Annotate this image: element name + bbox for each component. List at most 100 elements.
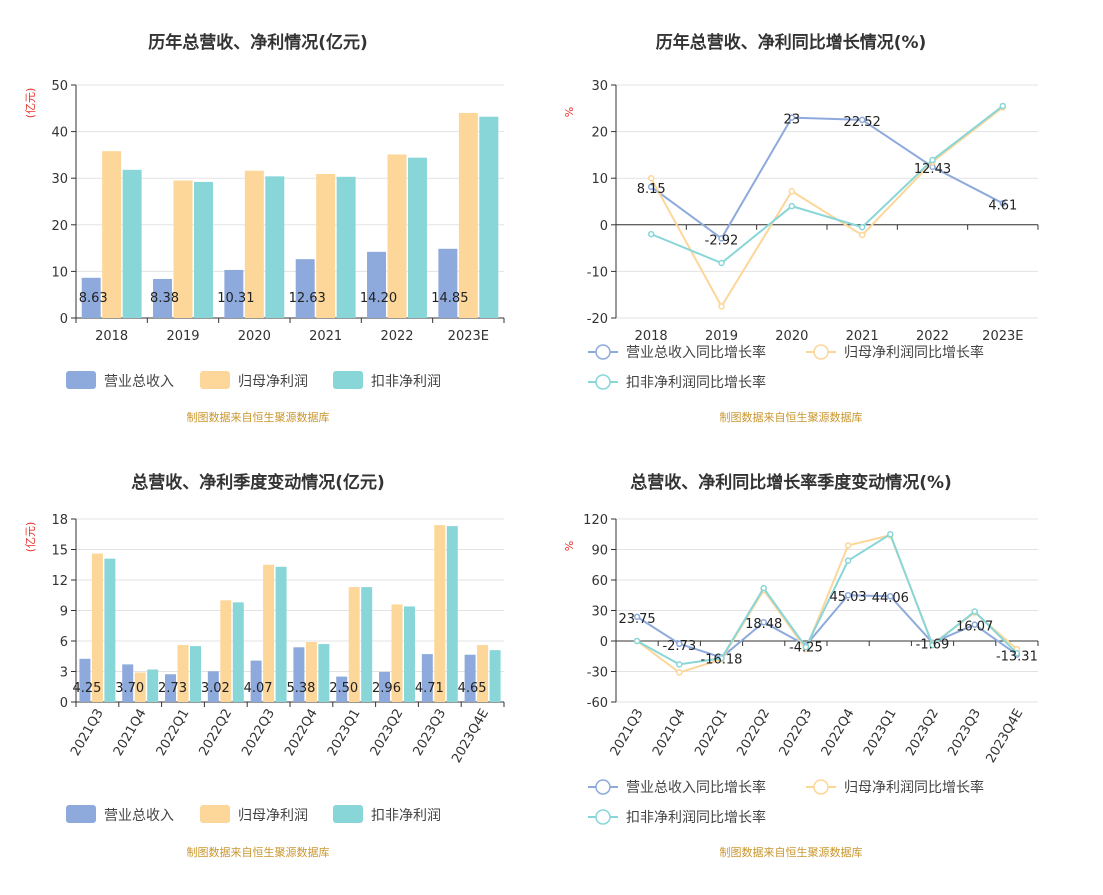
bar <box>293 647 305 702</box>
x-tick-label: 2021Q3 <box>68 707 107 759</box>
x-tick-label: 2023Q2 <box>368 707 407 759</box>
data-point <box>858 223 866 231</box>
y-tick-label: 90 <box>591 544 608 559</box>
x-tick-label: 2022Q3 <box>239 707 278 759</box>
bar <box>379 671 391 702</box>
x-tick-label: 2018 <box>95 329 128 344</box>
bar <box>348 587 360 702</box>
bar <box>153 278 173 318</box>
legend-marker <box>595 344 611 360</box>
data-point <box>760 618 767 626</box>
y-tick-label: 12 <box>51 574 68 589</box>
x-tick-label: 2019 <box>705 329 738 344</box>
data-label: 2.73 <box>158 681 187 696</box>
legend-label: 扣非净利润 <box>371 808 441 824</box>
bar <box>122 664 134 702</box>
legend-label: 归母净利润 <box>238 807 308 824</box>
y-tick-label: 6 <box>60 635 68 650</box>
chart-svg: 历年总营收、净利同比增长情况(%)% -20 -10 0 10 20 30 2018 2019 2… <box>563 32 1039 424</box>
quarterly-growth-panel: 总营收、净利同比增长率季度变动情况(%)% -60 -30 0 30 60 90 120 202… <box>548 440 1088 880</box>
bar <box>361 587 373 702</box>
bar <box>316 174 336 318</box>
data-label: 12.63 <box>289 291 326 306</box>
chart-title: 总营收、净利同比增长率季度变动情况(%) <box>630 472 952 493</box>
bar <box>81 277 101 318</box>
data-point <box>1013 649 1021 657</box>
data-point <box>844 557 852 564</box>
bar <box>79 658 91 702</box>
data-point <box>971 608 978 615</box>
legend-label: 扣非净利润同比增长率 <box>626 809 766 826</box>
x-tick-label: 2023Q1 <box>325 707 364 759</box>
chart-title: 历年总营收、净利同比增长情况(%) <box>656 32 927 53</box>
data-label: 3.70 <box>115 681 144 696</box>
data-point <box>788 202 796 210</box>
y-tick-label: 0 <box>60 696 68 711</box>
data-label: 14.20 <box>360 291 397 306</box>
annual-revenue-profit-panel: 历年总营收、净利情况(亿元) (亿元) 0 10 20 30 40 50 2018 2019 202… <box>0 0 540 440</box>
y-tick-label: 10 <box>591 172 608 187</box>
data-point <box>999 200 1007 207</box>
legend-label: 营业总收入同比增长率 <box>626 779 766 796</box>
legend-swatch <box>66 805 96 823</box>
bar <box>173 180 193 318</box>
data-label: 8.15 <box>637 182 666 197</box>
x-tick-label: 2023Q3 <box>410 707 449 759</box>
data-point <box>887 531 894 538</box>
data-point <box>647 183 655 191</box>
y-tick-label: 0 <box>600 635 608 650</box>
x-tick-label: 2020 <box>775 329 808 344</box>
bar <box>318 644 330 702</box>
x-tick-label: 2022Q4 <box>282 707 321 759</box>
bar <box>250 660 262 702</box>
bar <box>189 646 201 702</box>
data-point <box>718 235 725 242</box>
bar <box>265 176 285 318</box>
bar <box>403 606 415 702</box>
y-unit-label: (亿元) <box>24 88 37 119</box>
x-tick-label: 2022 <box>380 329 413 344</box>
data-label: -13.31 <box>996 650 1038 665</box>
bar <box>305 642 317 702</box>
data-label: 3.02 <box>201 681 230 696</box>
bar <box>165 674 177 702</box>
data-label: 4.61 <box>988 198 1017 213</box>
data-point <box>844 542 852 549</box>
y-tick-label: 20 <box>591 126 608 141</box>
y-tick-label: 0 <box>60 312 68 327</box>
data-point <box>676 669 683 676</box>
data-point <box>887 592 894 600</box>
y-tick-label: 0 <box>600 219 608 234</box>
legend-swatch <box>333 805 363 823</box>
x-tick-label: 2021Q3 <box>608 707 647 759</box>
data-point <box>718 259 725 267</box>
x-tick-label: 2022Q3 <box>777 707 816 759</box>
bar <box>220 600 232 702</box>
series-line <box>636 532 1018 666</box>
data-label: 4.71 <box>415 681 444 696</box>
x-tick-label: 2023E <box>982 329 1023 344</box>
bar <box>387 154 407 318</box>
data-label: -1.69 <box>916 638 950 653</box>
data-point <box>718 655 725 662</box>
data-label: 5.38 <box>286 681 315 696</box>
legend-marker <box>595 809 611 825</box>
data-point <box>760 584 767 592</box>
x-tick-label: 2021 <box>309 329 342 344</box>
y-tick-label: 30 <box>591 79 608 94</box>
data-label: 23 <box>784 113 801 128</box>
y-tick-label: 30 <box>51 172 68 187</box>
data-point <box>676 661 683 668</box>
x-tick-label: 2022 <box>916 329 949 344</box>
data-point <box>788 114 796 121</box>
bar <box>407 157 427 318</box>
bar <box>438 248 458 318</box>
bar <box>122 169 142 318</box>
data-label: 22.52 <box>844 115 881 130</box>
bar <box>207 671 219 702</box>
data-point <box>788 187 796 195</box>
data-point <box>676 640 683 648</box>
bar <box>224 269 244 318</box>
annual-growth-panel: 历年总营收、净利同比增长情况(%)% -20 -10 0 10 20 30 2018 2019 2… <box>548 0 1088 440</box>
